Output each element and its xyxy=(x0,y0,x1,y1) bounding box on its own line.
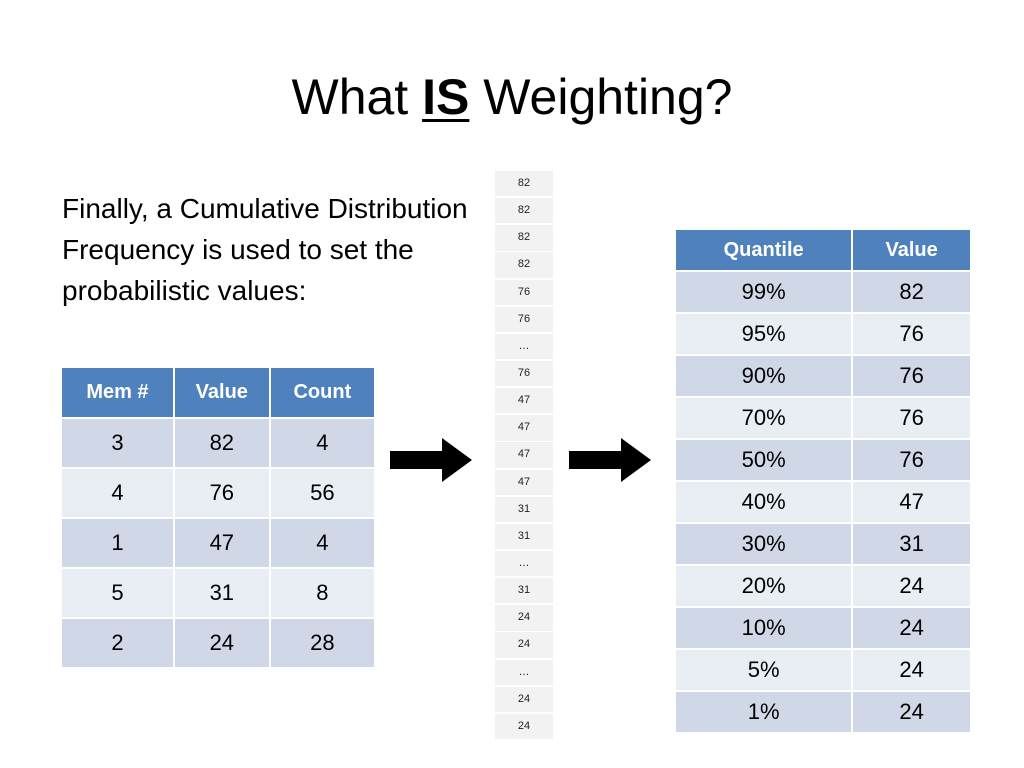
table-row: 40% 47 xyxy=(673,480,972,524)
cell-value: 31 xyxy=(172,567,271,619)
cell-value: 76 xyxy=(851,312,972,356)
cell-mem: 5 xyxy=(60,567,175,619)
table-row: 70% 76 xyxy=(673,396,972,440)
table-row: 5 31 8 xyxy=(60,567,377,619)
header-mem: Mem # xyxy=(60,366,175,419)
header-quantile: Quantile xyxy=(673,228,854,272)
cell-quantile: 50% xyxy=(673,438,854,482)
table-row: 20% 24 xyxy=(673,564,972,608)
cell-value: 24 xyxy=(172,617,271,669)
cell-quantile: 99% xyxy=(673,270,854,314)
table-row: 5% 24 xyxy=(673,648,972,692)
value-cell: 24 xyxy=(495,686,553,713)
value-cell: … xyxy=(495,550,553,577)
title-after: Weighting? xyxy=(469,69,733,125)
members-table-header-row: Mem # Value Count xyxy=(60,366,377,419)
cell-value: 82 xyxy=(172,417,271,469)
value-cell: 47 xyxy=(495,469,553,495)
cell-value: 24 xyxy=(851,564,972,608)
slide-title: What IS Weighting? xyxy=(0,62,1024,132)
table-row: 30% 31 xyxy=(673,522,972,566)
value-cell: 24 xyxy=(495,632,553,658)
table-row: 4 76 56 xyxy=(60,467,377,519)
cell-value: 24 xyxy=(851,648,972,692)
header-value: Value xyxy=(172,366,271,419)
value-cell: 47 xyxy=(495,442,553,468)
table-row: 95% 76 xyxy=(673,312,972,356)
cell-value: 76 xyxy=(172,467,271,519)
cell-mem: 1 xyxy=(60,517,175,569)
value-cell: 76 xyxy=(495,360,553,387)
quantile-table: Quantile Value 99% 82 95% 76 90% 76 70% … xyxy=(673,228,972,734)
members-table: Mem # Value Count 3 82 4 4 76 56 1 47 4 … xyxy=(60,366,377,669)
value-cell: 24 xyxy=(495,605,553,631)
value-cell: 82 xyxy=(495,225,553,251)
value-cell: 31 xyxy=(495,578,553,604)
value-cell: 47 xyxy=(495,415,553,441)
table-row: 99% 82 xyxy=(673,270,972,314)
value-cell: … xyxy=(495,659,553,685)
value-cell: 82 xyxy=(495,198,553,224)
cell-count: 4 xyxy=(268,417,377,469)
cell-value: 24 xyxy=(851,690,972,734)
cell-quantile: 95% xyxy=(673,312,854,356)
cell-quantile: 20% xyxy=(673,564,854,608)
cell-count: 8 xyxy=(268,567,377,619)
value-cell: 82 xyxy=(495,171,553,197)
header-count: Count xyxy=(268,366,377,419)
title-before: What xyxy=(291,69,423,125)
value-cell: 47 xyxy=(495,388,553,414)
cell-mem: 2 xyxy=(60,617,175,669)
table-row: 1 47 4 xyxy=(60,517,377,569)
cell-value: 47 xyxy=(172,517,271,569)
value-cell: 76 xyxy=(495,279,553,305)
quantile-table-header-row: Quantile Value xyxy=(673,228,972,272)
expanded-value-column: 82 82 82 82 76 76 … 76 47 47 47 47 31 31… xyxy=(495,171,553,741)
right-arrow-icon xyxy=(569,438,651,482)
right-arrow-icon xyxy=(390,438,472,482)
value-cell: 76 xyxy=(495,306,553,333)
cell-value: 47 xyxy=(851,480,972,524)
cell-quantile: 1% xyxy=(673,690,854,734)
title-emphasis: IS xyxy=(422,69,470,125)
cell-value: 76 xyxy=(851,354,972,398)
value-cell: 82 xyxy=(495,252,553,278)
cell-value: 24 xyxy=(851,606,972,650)
cell-value: 31 xyxy=(851,522,972,566)
table-row: 10% 24 xyxy=(673,606,972,650)
table-row: 1% 24 xyxy=(673,690,972,734)
cell-count: 28 xyxy=(268,617,377,669)
table-row: 50% 76 xyxy=(673,438,972,482)
cell-count: 4 xyxy=(268,517,377,569)
cell-value: 82 xyxy=(851,270,972,314)
cell-value: 76 xyxy=(851,396,972,440)
body-text: Finally, a Cumulative Distribution Frequ… xyxy=(62,193,468,306)
cell-quantile: 10% xyxy=(673,606,854,650)
cell-mem: 3 xyxy=(60,417,175,469)
cell-quantile: 5% xyxy=(673,648,854,692)
cell-count: 56 xyxy=(268,467,377,519)
cell-quantile: 30% xyxy=(673,522,854,566)
value-cell: … xyxy=(495,333,553,360)
cell-value: 76 xyxy=(851,438,972,482)
header-value: Value xyxy=(851,228,972,272)
cell-mem: 4 xyxy=(60,467,175,519)
cell-quantile: 40% xyxy=(673,480,854,524)
table-row: 90% 76 xyxy=(673,354,972,398)
value-cell: 24 xyxy=(495,713,553,740)
value-cell: 31 xyxy=(495,523,553,550)
table-row: 2 24 28 xyxy=(60,617,377,669)
value-cell: 31 xyxy=(495,496,553,523)
cell-quantile: 70% xyxy=(673,396,854,440)
table-row: 3 82 4 xyxy=(60,417,377,469)
cell-quantile: 90% xyxy=(673,354,854,398)
